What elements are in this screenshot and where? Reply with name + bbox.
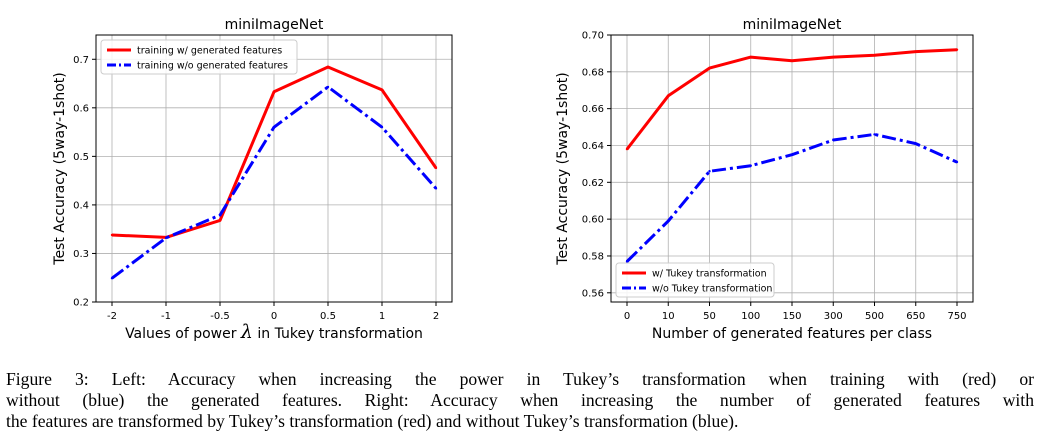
data-point xyxy=(272,90,276,93)
x-tick-label: -1 xyxy=(161,311,171,322)
chart-title: miniImageNet xyxy=(743,17,842,33)
legend-box xyxy=(615,262,775,298)
data-point xyxy=(110,233,114,237)
data-point xyxy=(434,187,438,190)
y-axis-label: Test Accuracy (5way-1shot) xyxy=(555,72,571,265)
x-tick-label: 100 xyxy=(741,311,760,322)
data-point xyxy=(832,138,835,142)
data-point xyxy=(164,236,168,240)
x-tick-label: 2 xyxy=(433,311,439,322)
x-tick-label: 50 xyxy=(703,311,716,322)
x-tick-label: 0.5 xyxy=(320,311,336,322)
legend-box xyxy=(100,39,298,75)
x-axis-label: Values of power λ in Tukey transformatio… xyxy=(125,321,423,343)
data-point xyxy=(955,48,959,51)
chart-title: miniImageNet xyxy=(225,17,324,33)
data-point xyxy=(110,277,114,280)
x-tick-label: 1 xyxy=(379,311,385,322)
data-point xyxy=(914,50,917,53)
data-point xyxy=(832,55,835,59)
legend-label: training w/o generated features xyxy=(137,61,288,72)
caption-line-3: the features are transformed by Tukey’s … xyxy=(6,411,739,431)
data-point xyxy=(434,166,438,170)
legend-label: training w/ generated features xyxy=(137,46,282,57)
data-point xyxy=(749,164,752,167)
data-point xyxy=(873,54,876,57)
y-tick-label: 0.60 xyxy=(582,215,604,226)
data-point xyxy=(625,147,629,151)
data-point xyxy=(218,219,222,222)
y-tick-label: 0.66 xyxy=(582,104,604,115)
data-point xyxy=(218,213,222,217)
y-tick-label: 0.56 xyxy=(582,288,604,299)
figure-caption: Figure 3: Left: Accuracy when increasing… xyxy=(6,369,1034,432)
y-tick-label: 0.70 xyxy=(582,31,604,42)
data-point xyxy=(955,160,959,164)
data-point xyxy=(708,170,711,173)
x-tick-label: 300 xyxy=(824,311,843,322)
data-point xyxy=(272,126,276,129)
chart-right-generated-features: 0.56 0.58 0.60 0.62 0.64 0.66 0.68 0.70 0 10 50 100… xyxy=(555,17,974,342)
x-tick-label: -0.5 xyxy=(210,311,230,322)
chart-left-power-lambda: 0.2 0.3 0.4 0.5 0.6 0.7 -2 -1 -0.5 0 0.5 1 2 miniImag… xyxy=(52,17,453,343)
data-point xyxy=(326,65,330,69)
data-point xyxy=(790,59,794,62)
x-tick-label: 150 xyxy=(782,311,801,322)
y-tick-label: 0.64 xyxy=(582,141,604,152)
x-axis-label: Number of generated features per class xyxy=(652,326,932,342)
data-point xyxy=(914,142,917,145)
data-point xyxy=(667,94,670,97)
y-tick-label: 0.2 xyxy=(73,298,89,309)
figure-3: 0.2 0.3 0.4 0.5 0.6 0.7 -2 -1 -0.5 0 0.5 1 2 miniImag… xyxy=(52,17,974,343)
y-tick-label: 0.4 xyxy=(73,200,89,211)
data-point xyxy=(749,55,752,59)
y-tick-label: 0.58 xyxy=(582,251,604,262)
data-point xyxy=(873,133,876,136)
data-point xyxy=(667,219,670,223)
x-tick-label: 750 xyxy=(947,311,966,322)
caption-line-1: Figure 3: Left: Accuracy when increasing… xyxy=(6,369,1034,389)
data-point xyxy=(326,85,330,89)
y-tick-label: 0.3 xyxy=(73,249,89,260)
legend-label: w/ Tukey transformation xyxy=(652,269,767,280)
x-tick-label: -2 xyxy=(107,311,117,322)
y-tick-label: 0.68 xyxy=(582,67,604,78)
x-tick-label: 500 xyxy=(865,311,884,322)
data-point xyxy=(708,66,711,70)
y-tick-label: 0.5 xyxy=(73,152,89,163)
data-point xyxy=(380,126,384,129)
y-tick-label: 0.7 xyxy=(73,55,89,66)
data-point xyxy=(625,260,629,263)
y-tick-label: 0.62 xyxy=(582,178,604,189)
x-tick-label: 0 xyxy=(271,311,277,322)
x-tick-label: 0 xyxy=(624,311,630,322)
x-tick-label: 10 xyxy=(662,311,675,322)
y-tick-label: 0.6 xyxy=(73,103,89,114)
x-tick-label: 650 xyxy=(906,311,925,322)
data-point xyxy=(790,153,794,156)
data-point xyxy=(380,88,384,92)
caption-line-2: without (blue) the generated features. R… xyxy=(6,390,1034,410)
y-axis-label: Test Accuracy (5way-1shot) xyxy=(52,72,68,265)
legend-label: w/o Tukey transformation xyxy=(652,284,772,295)
